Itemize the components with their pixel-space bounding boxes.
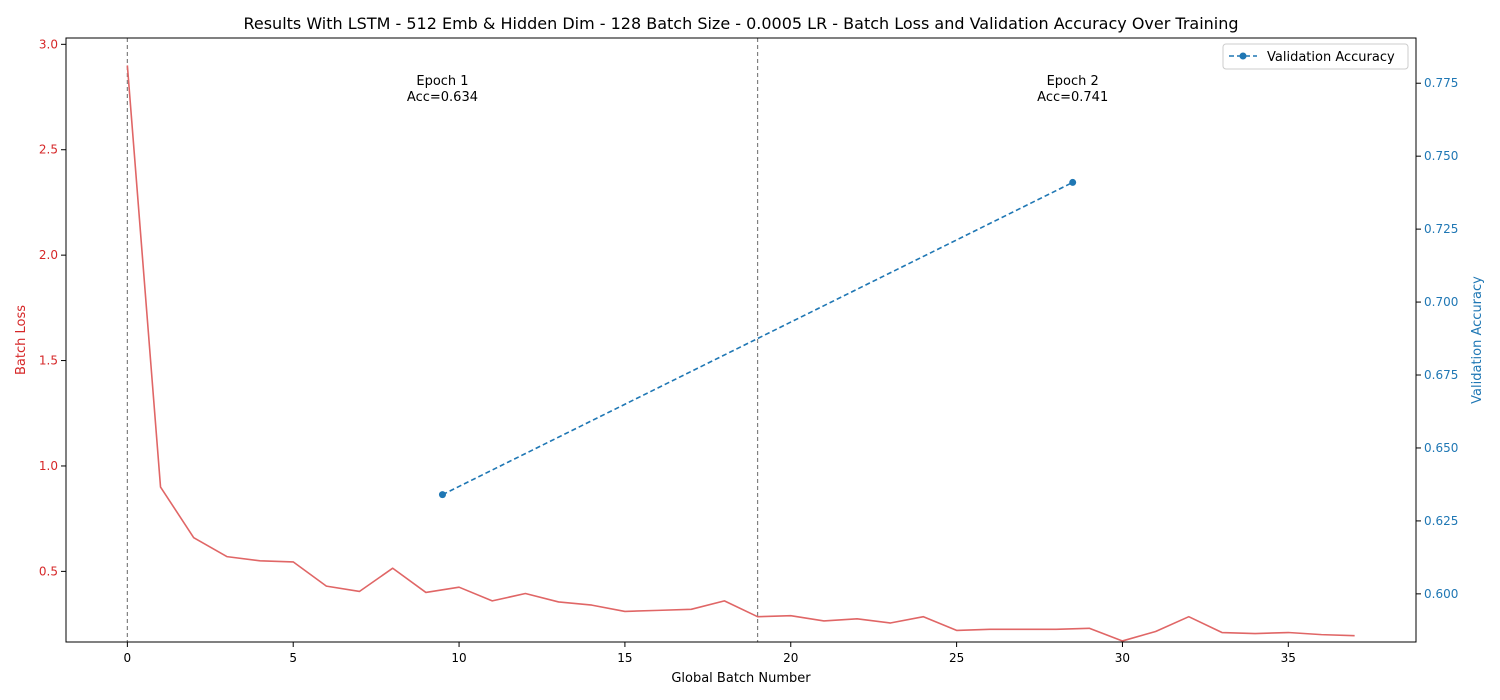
chart-title: Results With LSTM - 512 Emb & Hidden Dim…	[243, 14, 1238, 33]
epoch-annotation-accuracy: Acc=0.741	[1037, 90, 1108, 105]
legend-box	[1222, 43, 1409, 70]
right-y-tick-label: 0.750	[1424, 149, 1458, 163]
legend-label: Validation Accuracy	[1267, 50, 1395, 65]
epoch-annotation-accuracy: Acc=0.634	[407, 90, 478, 105]
x-tick-label: 35	[1281, 651, 1296, 665]
x-tick-label: 0	[124, 651, 132, 665]
plot-area	[65, 37, 1417, 643]
right-y-tick-label: 0.650	[1424, 441, 1458, 455]
legend: Validation Accuracy	[1222, 43, 1409, 70]
x-tick-label: 5	[289, 651, 297, 665]
x-tick-label: 30	[1115, 651, 1130, 665]
x-tick-label: 20	[783, 651, 798, 665]
right-y-axis-label: Validation Accuracy	[1470, 276, 1485, 404]
validation-accuracy-point	[1069, 178, 1077, 186]
epoch-annotation-label: Epoch 2	[1047, 74, 1099, 89]
x-tick-label: 10	[451, 651, 466, 665]
validation-accuracy-point	[438, 491, 446, 499]
left-y-tick-label: 0.5	[39, 564, 58, 578]
legend-marker	[1239, 52, 1247, 60]
right-y-tick-label: 0.775	[1424, 76, 1458, 90]
left-y-axis-label: Batch Loss	[14, 305, 29, 375]
x-tick-label: 15	[617, 651, 632, 665]
batch-loss-line	[126, 65, 1355, 642]
validation-accuracy-line	[442, 181, 1074, 496]
epoch-annotation-label: Epoch 1	[416, 74, 468, 89]
right-y-tick-label: 0.675	[1424, 368, 1458, 382]
left-y-tick-label: 2.5	[39, 143, 58, 157]
right-y-tick-label: 0.700	[1424, 295, 1458, 309]
x-tick-label: 25	[949, 651, 964, 665]
right-y-tick-label: 0.725	[1424, 222, 1458, 236]
right-y-tick-label: 0.600	[1424, 587, 1458, 601]
x-axis-label: Global Batch Number	[671, 671, 811, 686]
left-y-tick-label: 1.5	[39, 354, 58, 368]
left-y-tick-label: 1.0	[39, 459, 58, 473]
left-y-tick-label: 2.0	[39, 248, 58, 262]
left-y-tick-label: 3.0	[39, 37, 58, 51]
right-y-tick-label: 0.625	[1424, 514, 1458, 528]
